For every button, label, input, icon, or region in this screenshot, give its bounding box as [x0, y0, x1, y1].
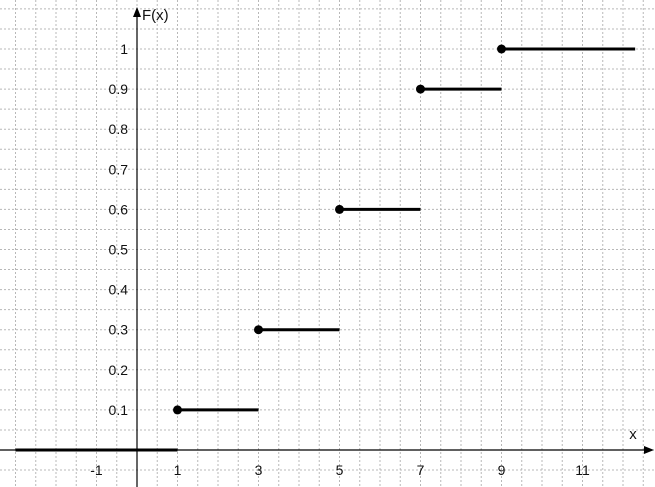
x-tick-label: -1 — [90, 462, 103, 478]
y-tick-label: 0.7 — [109, 161, 129, 177]
y-tick-label: 0.6 — [109, 201, 129, 217]
x-tick-label: 11 — [575, 462, 590, 478]
x-tick-label: 1 — [174, 462, 182, 478]
x-tick-label: 3 — [255, 462, 263, 478]
closed-point-marker — [173, 405, 182, 415]
y-tick-label: 1 — [120, 41, 128, 57]
closed-point-marker — [254, 325, 263, 335]
x-tick-label: 9 — [498, 462, 506, 478]
y-tick-label: 0.1 — [109, 402, 129, 418]
y-tick-label: 0.9 — [109, 81, 129, 97]
closed-point-marker — [497, 44, 506, 54]
closed-point-marker — [335, 204, 344, 214]
y-tick-label: 0.8 — [109, 121, 129, 137]
y-tick-label: 0.5 — [109, 242, 129, 258]
y-tick-label: 0.3 — [109, 322, 129, 338]
x-axis-arrow — [644, 446, 654, 454]
y-tick-label: 0.4 — [109, 282, 129, 298]
tick-labels: -1 1 3 5 7 9 11 0.1 0.2 0.3 0.4 0.5 0.6 0.7 0.8 0.9 1 — [90, 41, 590, 478]
closed-point-marker — [416, 84, 425, 94]
axes — [0, 7, 654, 487]
y-tick-label: 0.2 — [109, 362, 129, 378]
cdf-series — [15, 44, 636, 452]
x-tick-label: 5 — [336, 462, 344, 478]
y-axis-title: F(x) — [142, 7, 169, 24]
y-axis-arrow — [133, 7, 141, 17]
x-axis-title: x — [629, 426, 637, 443]
x-tick-label: 7 — [417, 462, 425, 478]
